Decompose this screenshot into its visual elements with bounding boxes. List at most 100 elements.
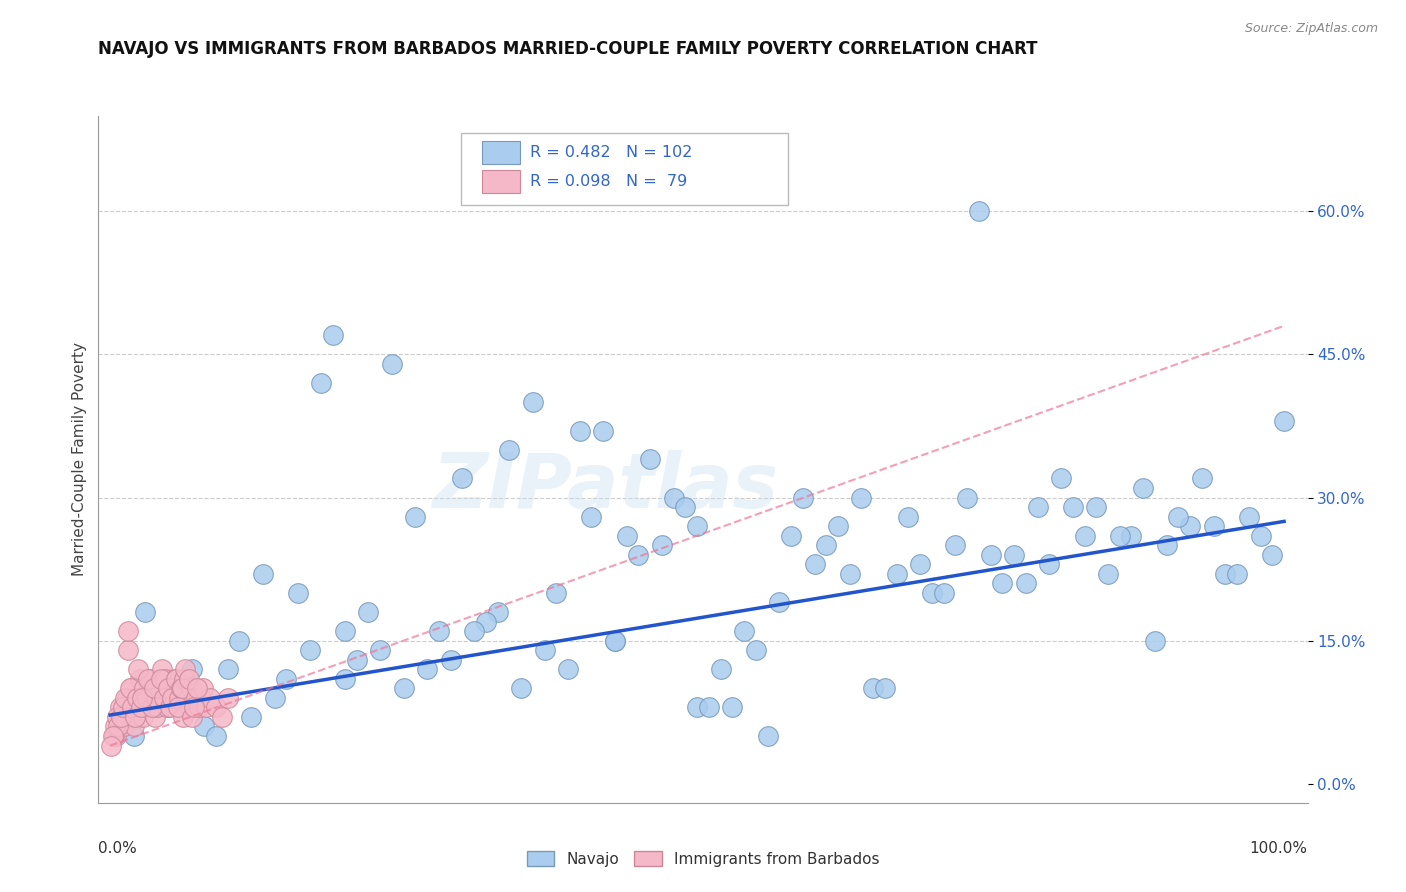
Point — [945, 538, 967, 552]
Point — [463, 624, 485, 639]
Point — [1085, 500, 1108, 514]
Point — [174, 662, 197, 676]
Point — [510, 681, 533, 696]
Point — [427, 624, 450, 639]
Point — [298, 643, 321, 657]
Point — [603, 633, 626, 648]
Point — [1180, 519, 1202, 533]
Point — [132, 710, 155, 724]
Point — [131, 690, 153, 705]
Point — [721, 700, 744, 714]
Point — [1272, 414, 1295, 428]
Point — [322, 328, 344, 343]
Point — [651, 538, 673, 552]
FancyBboxPatch shape — [482, 169, 520, 193]
Point — [568, 424, 591, 438]
Point — [1121, 529, 1143, 543]
Point — [1038, 558, 1060, 572]
Point — [1202, 519, 1225, 533]
Point — [967, 204, 990, 219]
Point — [141, 681, 163, 696]
Point — [710, 662, 733, 676]
Point — [152, 681, 174, 696]
Point — [416, 662, 439, 676]
Point — [120, 681, 142, 696]
Point — [183, 700, 205, 714]
Point — [127, 662, 149, 676]
Point — [1143, 633, 1166, 648]
Point — [191, 681, 214, 696]
Point — [163, 672, 186, 686]
Point — [662, 491, 685, 505]
Point — [162, 690, 184, 705]
Point — [165, 672, 187, 686]
Point — [111, 710, 134, 724]
Point — [862, 681, 884, 696]
Point — [103, 729, 125, 743]
Point — [169, 681, 191, 696]
Point — [181, 662, 204, 676]
Point — [122, 719, 145, 733]
Point — [124, 710, 146, 724]
Point — [141, 700, 163, 714]
Point — [333, 672, 356, 686]
FancyBboxPatch shape — [461, 133, 787, 205]
Point — [498, 442, 520, 457]
Point — [908, 558, 931, 572]
Point — [592, 424, 614, 438]
Point — [153, 690, 176, 705]
Point — [792, 491, 814, 505]
Point — [167, 700, 190, 714]
Point — [780, 529, 803, 543]
Point — [143, 710, 166, 724]
Point — [134, 700, 156, 714]
Point — [404, 509, 426, 524]
Point — [991, 576, 1014, 591]
Point — [581, 509, 603, 524]
Point — [1097, 566, 1119, 581]
Point — [475, 615, 498, 629]
Point — [184, 690, 207, 705]
Y-axis label: Married-Couple Family Poverty: Married-Couple Family Poverty — [72, 343, 87, 576]
Point — [392, 681, 415, 696]
Point — [603, 633, 626, 648]
Point — [135, 690, 157, 705]
Point — [522, 395, 544, 409]
Point — [886, 566, 908, 581]
Point — [287, 586, 309, 600]
Point — [105, 729, 128, 743]
Point — [1108, 529, 1130, 543]
Point — [921, 586, 943, 600]
Point — [1062, 500, 1084, 514]
Text: R = 0.482   N = 102: R = 0.482 N = 102 — [530, 145, 693, 160]
Point — [1050, 471, 1073, 485]
Point — [638, 452, 661, 467]
Point — [186, 681, 208, 696]
Point — [118, 710, 141, 724]
Point — [177, 672, 200, 686]
Point — [150, 662, 173, 676]
Point — [128, 672, 150, 686]
Point — [179, 700, 201, 714]
Point — [110, 710, 132, 724]
Point — [112, 719, 135, 733]
Text: 0.0%: 0.0% — [98, 840, 138, 855]
Point — [686, 519, 709, 533]
Point — [333, 624, 356, 639]
Text: 100.0%: 100.0% — [1250, 840, 1308, 855]
Point — [173, 672, 195, 686]
Point — [1261, 548, 1284, 562]
Point — [368, 643, 391, 657]
Point — [897, 509, 920, 524]
Point — [616, 529, 638, 543]
Point — [101, 729, 124, 743]
Point — [932, 586, 955, 600]
Point — [1132, 481, 1154, 495]
Point — [838, 566, 860, 581]
Point — [125, 700, 148, 714]
Point — [155, 672, 177, 686]
Point — [768, 595, 790, 609]
Point — [104, 719, 127, 733]
Point — [146, 700, 169, 714]
Point — [117, 624, 139, 639]
